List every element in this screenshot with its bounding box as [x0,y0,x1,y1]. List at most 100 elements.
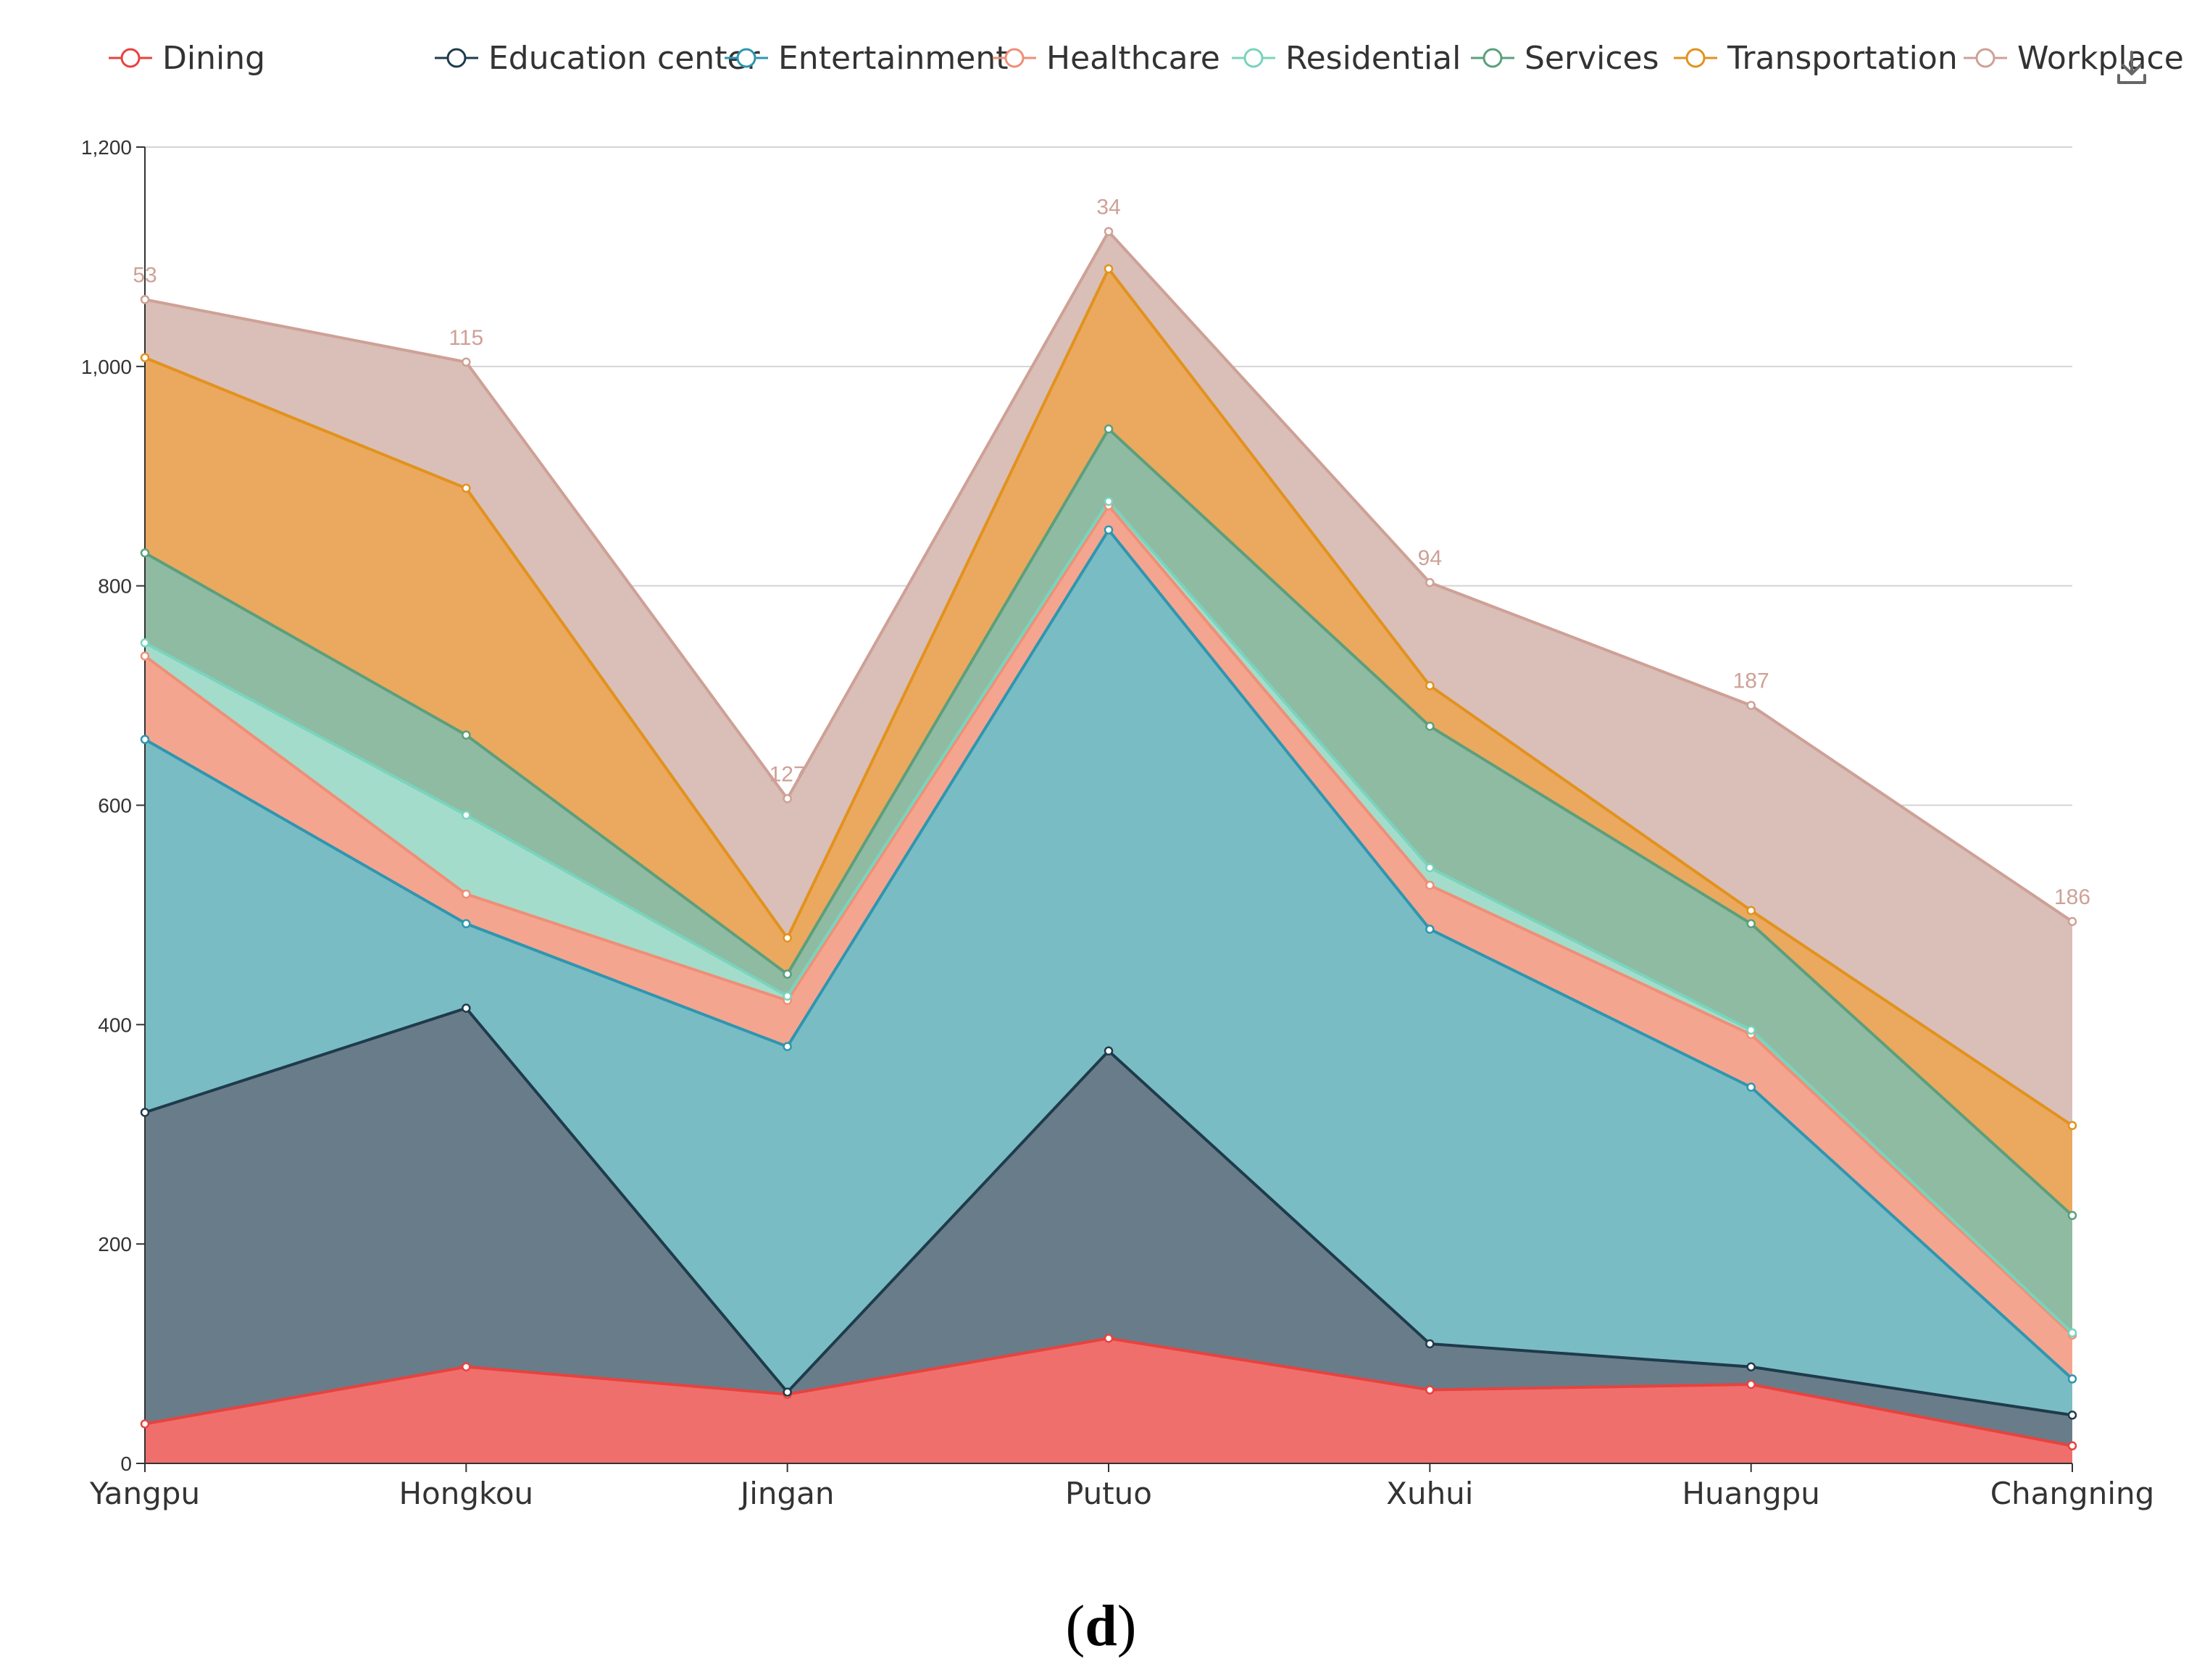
point-education-center[interactable] [2067,1411,2077,1420]
top-value-label: 34 [1096,196,1120,220]
point-residential[interactable] [783,991,792,1001]
series-areas [145,231,2072,1463]
point-entertainment[interactable] [140,735,150,744]
area-education-center [145,1008,2072,1446]
legend-item-services[interactable]: Services [1471,40,1659,77]
legend-marker-icon [120,48,141,68]
point-transportation[interactable] [1746,906,1756,916]
x-tick-label: Jingan [738,1476,835,1511]
point-entertainment[interactable] [1104,525,1114,535]
point-residential[interactable] [462,810,471,820]
legend-marker-icon [1243,48,1264,68]
y-tick-label: 800 [98,575,132,598]
point-healthcare[interactable] [140,651,150,661]
point-education-center[interactable] [140,1108,150,1117]
legend-label: Education center [488,40,761,77]
point-services[interactable] [783,969,792,979]
x-tick-label: Hongkou [399,1476,533,1511]
series-points [140,227,2077,1451]
axes: 0 200 400 600 800 1,000 1,200 Yangpu Hongkou Jing… [81,136,2154,1511]
point-workplace[interactable] [1746,701,1756,710]
area-entertainment [145,530,2072,1416]
point-workplace[interactable] [2067,916,2077,927]
panel-label-open: ( [1065,1595,1085,1658]
y-tick-label: 1,000 [81,356,132,378]
x-tick-label: Yangpu [89,1476,200,1511]
point-residential[interactable] [2067,1328,2077,1338]
point-entertainment[interactable] [1746,1082,1756,1092]
download-icon[interactable] [2117,51,2146,84]
point-education-center[interactable] [1104,1046,1114,1056]
y-tick-label: 400 [98,1014,132,1036]
point-transportation[interactable] [462,483,471,493]
legend-label: Healthcare [1046,40,1220,77]
point-dining[interactable] [1746,1379,1756,1389]
point-transportation[interactable] [1425,681,1435,690]
legend-label: Transportation [1727,40,1958,77]
y-tick-label: 600 [98,795,132,817]
point-entertainment[interactable] [1425,924,1435,934]
point-transportation[interactable] [783,933,792,943]
point-workplace[interactable] [783,794,792,803]
top-value-label: 115 [449,326,483,350]
point-education-center[interactable] [462,1003,471,1013]
panel-label-letter: d [1085,1595,1117,1658]
point-dining[interactable] [2067,1441,2077,1451]
area-healthcare [145,506,2072,1379]
point-education-center[interactable] [783,1387,792,1397]
legend-marker-icon [446,48,467,68]
legend-marker-icon [1975,48,1995,68]
legend-item-residential[interactable]: Residential [1232,40,1461,77]
point-services[interactable] [1746,919,1756,929]
point-transportation[interactable] [1104,264,1114,274]
panel-label: (d) [0,1594,2202,1660]
legend-item-healthcare[interactable]: Healthcare [993,40,1220,77]
point-dining[interactable] [462,1362,471,1372]
legend-label: Residential [1285,40,1461,77]
legend-label: Dining [162,40,265,77]
legend-marker-icon [1685,48,1706,68]
point-workplace[interactable] [1425,577,1435,588]
point-residential[interactable] [1104,496,1114,506]
point-services[interactable] [1104,424,1114,434]
point-dining[interactable] [140,1419,150,1429]
point-services[interactable] [462,730,471,740]
top-value-label: 94 [1418,546,1442,570]
area-transportation [145,269,2072,1216]
top-value-label: 186 [2054,885,2090,909]
legend[interactable]: Dining Education center Entertainment Healt… [109,40,2184,77]
point-entertainment[interactable] [462,919,471,929]
x-tick-label: Putuo [1065,1476,1152,1511]
point-healthcare[interactable] [462,889,471,899]
point-residential[interactable] [140,638,150,648]
legend-item-dining[interactable]: Dining [109,40,265,77]
legend-item-workplace[interactable]: Workplace [1964,40,2184,77]
point-workplace[interactable] [1104,227,1114,236]
point-workplace[interactable] [140,295,150,304]
x-tick-label: Xuhui [1386,1476,1473,1511]
point-transportation[interactable] [140,353,150,362]
point-education-center[interactable] [1425,1339,1435,1349]
point-residential[interactable] [1425,863,1435,873]
point-services[interactable] [140,548,150,558]
point-residential[interactable] [1746,1025,1756,1035]
legend-item-transportation[interactable]: Transportation [1674,40,1958,77]
legend-item-education-center[interactable]: Education center [435,40,761,77]
legend-label: Workplace [2017,40,2184,77]
point-entertainment[interactable] [2067,1374,2077,1384]
point-education-center[interactable] [1746,1362,1756,1372]
legend-marker-icon [736,48,756,68]
point-workplace[interactable] [462,357,471,367]
point-services[interactable] [1425,722,1435,731]
top-value-label: 53 [133,263,157,287]
point-healthcare[interactable] [1425,880,1435,890]
point-dining[interactable] [1104,1334,1114,1343]
point-dining[interactable] [1425,1385,1435,1395]
point-entertainment[interactable] [783,1042,792,1051]
y-tick-label: 0 [120,1453,132,1475]
point-services[interactable] [2067,1211,2077,1221]
point-transportation[interactable] [2067,1121,2077,1130]
legend-label: Services [1525,40,1659,77]
legend-item-entertainment[interactable]: Entertainment [725,40,1009,77]
